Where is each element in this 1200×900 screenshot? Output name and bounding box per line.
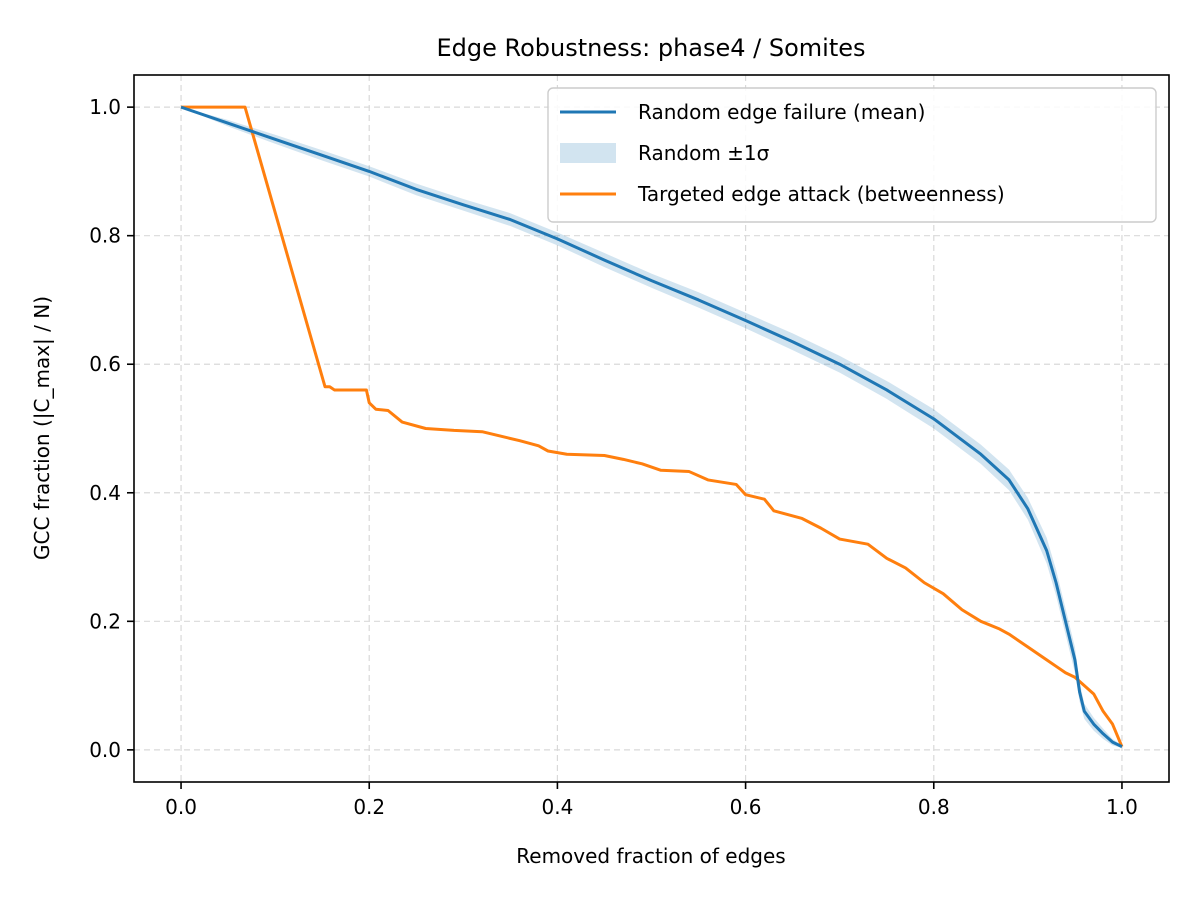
x-axis-ticks: 0.0 0.2 0.4 0.6 0.8 1.0 <box>165 782 1138 819</box>
x-tick-label: 0.6 <box>730 795 762 819</box>
x-tick-label: 0.4 <box>542 795 574 819</box>
legend-entry-0: Random edge failure (mean) <box>638 100 925 124</box>
legend-box <box>547 87 1157 223</box>
y-tick-label: 0.2 <box>89 609 121 633</box>
legend-entry-1: Random ±1σ <box>638 141 770 165</box>
x-axis-label: Removed fraction of edges <box>516 844 785 868</box>
random-mean-line <box>180 105 1123 749</box>
y-tick-label: 0.0 <box>89 738 121 762</box>
x-tick-label: 0.2 <box>353 795 385 819</box>
y-tick-label: 0.6 <box>89 352 121 376</box>
chart-title: Edge Robustness: phase4 / Somites <box>436 34 865 62</box>
targeted-attack-line <box>181 105 1124 748</box>
plot-frame <box>133 74 1170 783</box>
legend: Random edge failure (mean) Random ±1σ Targ… <box>547 87 1157 223</box>
grid-lines <box>134 75 1169 782</box>
y-axis-ticks: 0.0 0.2 0.4 0.6 0.8 1.0 <box>89 95 134 762</box>
plot-area <box>180 105 1124 749</box>
y-tick-label: 0.8 <box>89 224 121 248</box>
legend-entry-2: Targeted edge attack (betweenness) <box>637 182 1005 206</box>
x-tick-label: 0.8 <box>918 795 950 819</box>
y-axis-label: GCC fraction (|C_max| / N) <box>30 296 54 560</box>
random-std-band <box>181 107 1122 748</box>
y-tick-label: 0.4 <box>89 481 121 505</box>
x-tick-label: 1.0 <box>1106 795 1138 819</box>
x-tick-label: 0.0 <box>165 795 197 819</box>
legend-band-swatch <box>560 143 616 163</box>
y-tick-label: 1.0 <box>89 95 121 119</box>
